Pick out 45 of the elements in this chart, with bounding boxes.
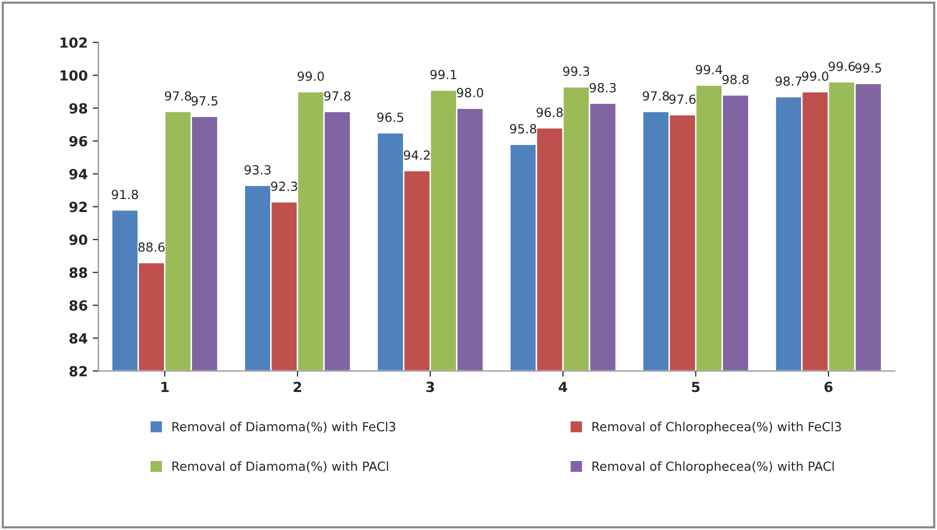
data-label: 98.0 (456, 88, 484, 98)
y-tick-label: 86 (69, 300, 88, 311)
data-label: 99.5 (855, 63, 882, 73)
legend-label: Removal of Chlorophecea(%) with PACl (592, 461, 834, 474)
y-tick-label: 88 (69, 267, 88, 278)
x-tick-label: 3 (426, 382, 434, 392)
data-label: 96.8 (536, 108, 563, 118)
data-label: 97.8 (164, 91, 192, 101)
data-label: 97.6 (669, 94, 696, 104)
data-label: 97.8 (324, 91, 350, 101)
data-label: 88.6 (138, 242, 165, 252)
y-tick-label: 84 (69, 333, 88, 344)
data-label: 93.3 (244, 165, 271, 175)
data-label: 97.8 (642, 91, 669, 101)
y-tick-label: 82 (69, 366, 87, 376)
y-tick-label: 92 (69, 202, 87, 212)
data-label: 98.3 (590, 82, 616, 92)
data-label: 91.8 (112, 190, 138, 200)
y-tick-label: 98 (69, 103, 88, 114)
legend-label: Removal of Chlorophecea(%) with FeCl3 (592, 422, 841, 434)
y-tick-label: 96 (69, 136, 88, 146)
data-label: 99.3 (563, 66, 590, 76)
x-tick-label: 6 (824, 382, 833, 392)
data-label: 96.5 (377, 112, 404, 122)
data-label: 99.6 (828, 62, 855, 72)
x-tick-label: 1 (161, 382, 169, 392)
data-label: 92.3 (271, 182, 298, 192)
data-label: 98.8 (722, 74, 749, 84)
y-tick-label: 100 (60, 70, 88, 81)
y-tick-label: 90 (69, 234, 88, 246)
data-label: 99.1 (430, 70, 456, 80)
legend-label: Removal of Diamoma(%) with FeCl3 (172, 422, 396, 433)
data-label: 99.0 (802, 71, 828, 81)
data-label: 94.2 (404, 150, 430, 160)
x-tick-label: 5 (692, 382, 700, 392)
data-label: 99.0 (298, 71, 324, 81)
data-label: 98.7 (776, 76, 802, 86)
data-label: 97.5 (191, 96, 218, 106)
data-label: 95.8 (510, 124, 536, 134)
legend-label: Removal of Diamoma(%) with PACl (172, 461, 388, 472)
y-tick-label: 94 (69, 168, 88, 180)
data-label: 99.4 (696, 64, 722, 74)
y-tick-label: 102 (60, 37, 87, 48)
x-tick-label: 2 (294, 382, 302, 392)
x-tick-label: 4 (558, 382, 568, 392)
